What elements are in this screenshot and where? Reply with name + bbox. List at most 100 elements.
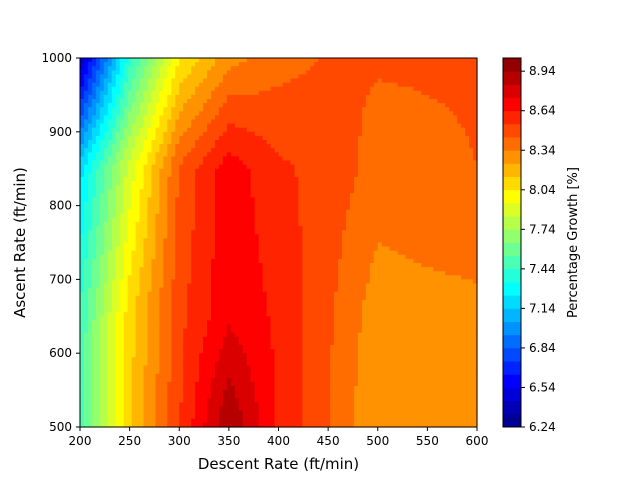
contour-cell (274, 119, 280, 125)
contour-cell (377, 144, 383, 149)
contour-cell (187, 82, 192, 88)
contour-cell (230, 82, 236, 88)
contour-cell (409, 107, 415, 112)
contour-cell (103, 205, 109, 211)
contour-cell (163, 66, 168, 71)
contour-cell (254, 156, 260, 162)
contour-cell (159, 254, 164, 260)
contour-cell (389, 258, 395, 264)
contour-cell (453, 213, 458, 219)
contour-cell (365, 185, 371, 190)
contour-cell (246, 193, 252, 198)
contour-cell (159, 123, 164, 129)
contour-cell (437, 254, 442, 260)
contour-cell (179, 62, 184, 67)
contour-cell (345, 127, 351, 133)
contour-cell (278, 62, 284, 67)
contour-cell (195, 168, 200, 174)
contour-cell (246, 254, 252, 260)
contour-cell (318, 90, 323, 96)
contour-cell (214, 86, 220, 92)
contour-cell (417, 205, 423, 211)
contour-cell (405, 185, 411, 190)
contour-cell (226, 201, 232, 207)
contour-cell (103, 168, 109, 174)
contour-cell (127, 70, 133, 75)
contour-cell (207, 217, 212, 223)
contour-cell (361, 258, 367, 264)
contour-cell (429, 168, 434, 174)
contour-cell (238, 115, 244, 121)
contour-cell (369, 226, 375, 231)
contour-cell (139, 99, 145, 104)
contour-cell (342, 250, 347, 256)
contour-cell (131, 197, 137, 203)
contour-cell (246, 156, 252, 162)
contour-cell (357, 58, 363, 63)
contour-cell (345, 160, 351, 166)
contour-cell (397, 230, 403, 235)
contour-cell (274, 131, 280, 137)
contour-cell (234, 168, 240, 174)
contour-cell (222, 78, 228, 84)
contour-cell (461, 213, 466, 219)
contour-cell (290, 201, 295, 207)
contour-cell (183, 70, 188, 75)
contour-cell (163, 226, 168, 231)
contour-cell (159, 209, 164, 215)
contour-cell (226, 135, 232, 141)
contour-cell (453, 193, 458, 198)
contour-cell (211, 94, 216, 100)
contour-cell (290, 234, 295, 239)
contour-cell (405, 99, 411, 104)
contour-cell (143, 78, 149, 84)
contour-cell (425, 86, 430, 92)
contour-cell (441, 90, 446, 96)
contour-cell (278, 144, 284, 149)
contour-cell (365, 74, 371, 80)
contour-cell (238, 107, 244, 112)
contour-cell (103, 201, 109, 207)
contour-cell (405, 160, 411, 166)
contour-cell (393, 242, 399, 248)
contour-cell (330, 144, 335, 149)
contour-cell (83, 123, 89, 129)
contour-cell (135, 103, 141, 108)
contour-cell (433, 156, 438, 162)
contour-cell (349, 205, 355, 211)
contour-cell (334, 246, 339, 252)
contour-cell (421, 152, 426, 157)
contour-cell (163, 238, 168, 244)
contour-cell (393, 94, 399, 100)
contour-cell (453, 250, 458, 256)
contour-cell (310, 258, 315, 264)
contour-cell (397, 99, 403, 104)
contour-cell (246, 230, 252, 235)
contour-cell (250, 70, 256, 75)
contour-cell (87, 94, 93, 100)
contour-cell (262, 197, 268, 203)
contour-cell (80, 148, 85, 153)
contour-cell (389, 160, 395, 166)
contour-cell (95, 226, 101, 231)
contour-cell (143, 193, 149, 198)
contour-cell (242, 176, 248, 182)
contour-cell (302, 209, 307, 215)
contour-cell (195, 176, 200, 182)
contour-cell (441, 172, 446, 178)
contour-cell (409, 217, 415, 223)
contour-cell (203, 234, 208, 239)
contour-cell (270, 148, 276, 153)
contour-cell (242, 226, 248, 231)
contour-cell (290, 66, 295, 71)
contour-cell (203, 217, 208, 223)
contour-cell (445, 115, 450, 121)
contour-cell (222, 94, 228, 100)
contour-cell (457, 197, 462, 203)
contour-cell (345, 181, 351, 186)
contour-cell (397, 119, 403, 125)
contour-cell (433, 140, 438, 145)
contour-cell (306, 62, 311, 67)
contour-cell (163, 185, 168, 190)
contour-cell (397, 70, 403, 75)
